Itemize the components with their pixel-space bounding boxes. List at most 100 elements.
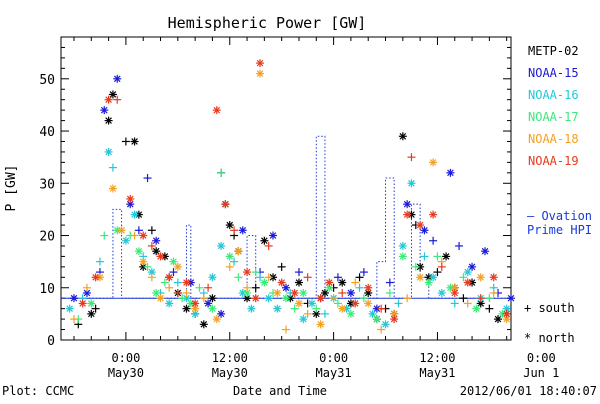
north-point xyxy=(225,252,234,261)
series-noaa-16 xyxy=(65,147,511,329)
north-point xyxy=(294,278,303,287)
south-point xyxy=(256,273,265,282)
north-point xyxy=(217,309,226,318)
north-point xyxy=(277,278,286,287)
y-tick-label: 0 xyxy=(47,334,55,349)
legend-entry: NOAA-18 xyxy=(528,132,579,146)
north-point xyxy=(403,200,412,209)
north-point xyxy=(316,320,325,329)
south-point xyxy=(230,226,239,235)
y-tick-label: 50 xyxy=(39,73,55,88)
north-point xyxy=(264,294,273,303)
north-point xyxy=(87,299,96,308)
south-point xyxy=(173,278,182,287)
south-point xyxy=(143,174,152,183)
south-point xyxy=(121,137,130,146)
north-point xyxy=(238,226,247,235)
north-point xyxy=(416,221,425,230)
south-point xyxy=(82,283,91,292)
north-point xyxy=(173,262,182,271)
ovation-label-line1: — Ovation xyxy=(527,209,592,223)
south-point xyxy=(333,299,342,308)
south-point xyxy=(312,304,321,313)
north-point xyxy=(398,252,407,261)
north-point xyxy=(104,147,113,156)
south-point xyxy=(489,288,498,297)
south-point xyxy=(147,273,156,282)
south-point xyxy=(217,168,226,177)
south-point xyxy=(182,288,191,297)
south-point xyxy=(294,268,303,277)
north-point xyxy=(450,283,459,292)
north-point xyxy=(91,273,100,282)
north-point xyxy=(494,315,503,324)
north-point xyxy=(338,304,347,313)
south-point xyxy=(355,283,364,292)
south-point xyxy=(333,273,342,282)
north-point xyxy=(398,241,407,250)
south-point xyxy=(355,273,364,282)
north-point xyxy=(403,210,412,219)
north-point xyxy=(476,299,485,308)
north-point xyxy=(156,294,165,303)
y-axis-label: P [GW] xyxy=(4,165,19,212)
south-point xyxy=(282,325,290,334)
marker-legend-entry: + south xyxy=(524,301,575,315)
legend-entry: METP-02 xyxy=(528,44,579,58)
north-point xyxy=(69,294,78,303)
north-point xyxy=(256,69,265,78)
north-point xyxy=(152,288,161,297)
north-point xyxy=(217,241,226,250)
south-point xyxy=(147,226,156,235)
south-point xyxy=(234,273,243,282)
south-point xyxy=(377,304,386,313)
north-point xyxy=(507,294,515,303)
north-point xyxy=(338,278,347,287)
south-point xyxy=(394,299,403,308)
north-point xyxy=(273,304,282,313)
x-tick-label-time: 12:00 xyxy=(419,351,455,365)
north-point xyxy=(290,288,299,297)
south-point xyxy=(329,294,338,303)
north-point xyxy=(446,168,455,177)
north-point xyxy=(468,262,477,271)
north-point xyxy=(191,299,200,308)
x-tick-label-date: Jun 1 xyxy=(523,366,559,380)
x-axis: 0:00May3012:00May300:00May3112:00May310:… xyxy=(73,37,559,380)
x-tick-label-time: 0:00 xyxy=(111,351,140,365)
south-point xyxy=(173,288,182,297)
north-point xyxy=(225,221,234,230)
north-point xyxy=(364,299,373,308)
south-point xyxy=(303,309,312,318)
north-point xyxy=(260,236,269,245)
ovation-label-line2: Prime HPI xyxy=(527,223,592,237)
south-point xyxy=(338,288,347,297)
ovation-step-line xyxy=(61,135,511,299)
south-point xyxy=(230,257,239,266)
north-point xyxy=(424,278,433,287)
south-point xyxy=(130,231,139,240)
north-point xyxy=(152,236,161,245)
south-point xyxy=(476,294,485,303)
series-noaa-19 xyxy=(78,59,511,324)
legend-entry: NOAA-17 xyxy=(528,110,579,124)
south-point xyxy=(69,315,78,324)
south-point xyxy=(195,283,204,292)
south-point xyxy=(204,283,213,292)
north-point xyxy=(325,278,334,287)
north-point xyxy=(165,273,174,282)
north-point xyxy=(104,95,113,104)
south-point xyxy=(134,226,143,235)
south-point xyxy=(225,262,234,271)
satellite-series xyxy=(65,59,515,334)
north-point xyxy=(450,288,459,297)
north-point xyxy=(429,210,438,219)
y-tick-label: 20 xyxy=(39,230,55,245)
north-point xyxy=(260,278,269,287)
north-point xyxy=(372,315,381,324)
north-point xyxy=(398,132,407,141)
north-point xyxy=(117,226,126,235)
south-point xyxy=(143,262,152,271)
